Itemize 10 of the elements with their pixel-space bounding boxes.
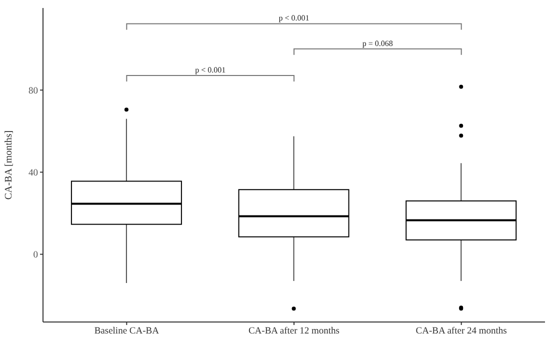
y-tick-label: 80 — [28, 86, 38, 96]
x-tick-label: CA-BA after 24 months — [416, 326, 508, 337]
annotation: p = 0.068 — [362, 38, 393, 48]
y-axis-title: CA-BA [months] — [4, 130, 15, 200]
x-tick-label: CA-BA after 12 months — [248, 326, 340, 337]
annotation: p < 0.001 — [195, 66, 226, 75]
annotation: p < 0.001 — [278, 14, 310, 23]
x-tick-label: Baseline CA-BA — [94, 326, 160, 337]
y-tick-label: 40 — [28, 168, 38, 179]
y-tick-label: 0 — [33, 250, 38, 261]
